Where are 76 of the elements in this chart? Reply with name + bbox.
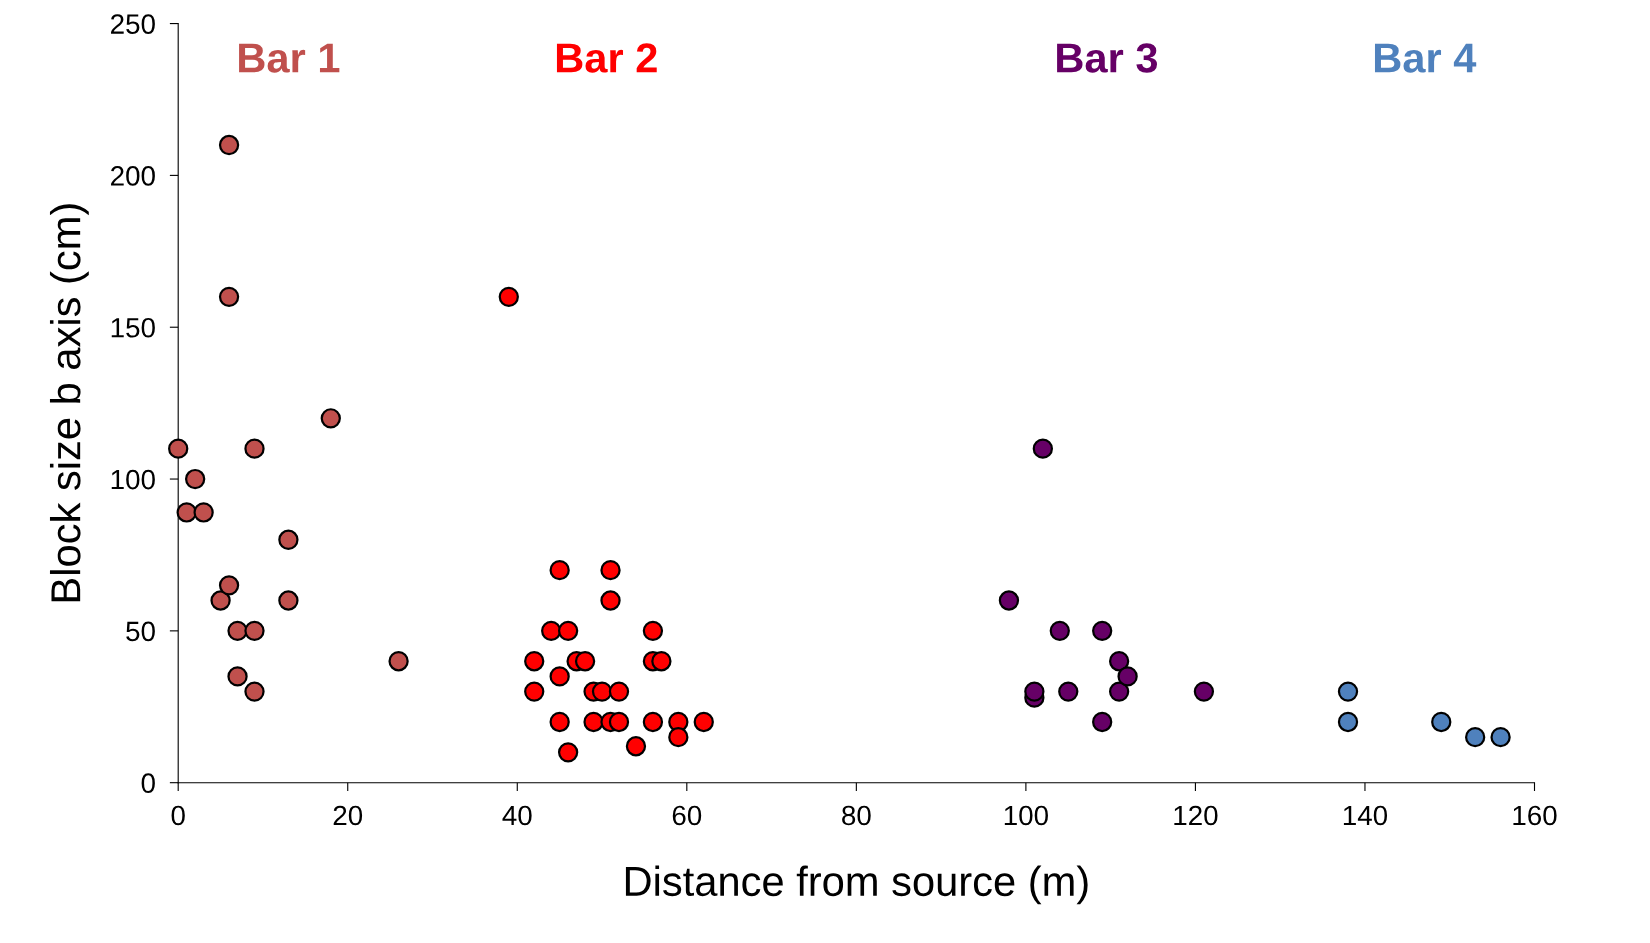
point [583,711,604,733]
point [608,711,630,733]
point [1108,681,1130,702]
point [651,651,672,672]
point [1024,681,1045,702]
y-tick-label: 100 [111,469,155,490]
point [1092,711,1113,733]
point [1032,438,1054,459]
point [1337,681,1359,702]
x-tick-label: 120 [1174,805,1218,826]
point [600,559,621,581]
point [541,620,562,642]
point [1108,651,1130,672]
text: Bar 4 [1374,43,1477,73]
text: Bar 3 [1057,43,1158,73]
x-tick-label: 80 [842,805,871,826]
point [1117,666,1138,687]
point [642,620,664,642]
point [693,711,714,733]
point [642,711,664,733]
point [388,651,409,672]
point [320,408,341,429]
point [591,681,613,702]
x-tick-label: 100 [1004,805,1048,826]
point [557,742,579,763]
point [1337,711,1359,733]
point [1092,620,1113,642]
x-axis-title: Distance from source (m) [625,865,1088,905]
y-tick-label: 50 [126,621,155,642]
point [524,681,545,702]
y-tick-label: 200 [111,166,155,186]
point [168,438,189,459]
point [574,651,596,672]
point [1490,726,1511,748]
x-tick-label: 0 [171,805,185,826]
point [608,681,630,702]
point [218,575,240,596]
point [998,590,1020,611]
point [184,468,206,490]
point [227,666,248,687]
x-tick-label: 160 [1513,805,1557,826]
x-tick-label: 140 [1343,805,1388,826]
text: Bar 2 [556,43,657,73]
point [1049,620,1070,642]
point [549,559,570,581]
point [1465,726,1486,748]
x-tick-label: 20 [333,805,363,826]
x-tick-label: 40 [502,805,532,826]
point [557,620,579,642]
point [1058,681,1079,702]
point [218,286,240,308]
point [244,438,265,459]
point [524,651,545,672]
point [1431,711,1452,733]
point [625,736,647,757]
y-axis-title: Block size b axis (cm) [49,204,89,602]
point [193,502,214,523]
point [549,711,570,733]
point [244,681,265,702]
x-tick-label: 60 [672,805,702,826]
point [668,726,689,748]
point [218,134,240,156]
point [176,502,197,523]
point [600,590,621,611]
point [244,620,265,642]
point [1193,681,1215,702]
series-label: Bar 1 [239,43,340,73]
point [278,590,299,611]
point [498,286,519,308]
y-tick-label: 150 [111,317,155,338]
point [278,529,299,550]
y-tick-label: 250 [111,14,155,34]
y-tick-label: 0 [141,773,155,794]
point [227,620,248,642]
point [210,590,231,611]
point [549,666,570,687]
